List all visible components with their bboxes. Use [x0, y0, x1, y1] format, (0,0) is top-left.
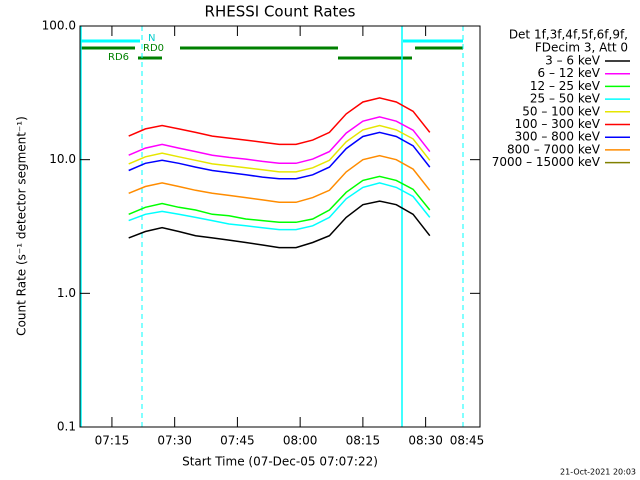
flag-lines	[80, 26, 464, 427]
legend-label: 800 – 7000 keV	[507, 142, 601, 156]
legend-label: 100 – 300 keV	[515, 117, 601, 131]
x-tick-label: 08:15	[346, 434, 381, 448]
y-axis-label: Count Rate (s⁻¹ detector segment⁻¹)	[15, 116, 29, 336]
series-line	[128, 124, 431, 173]
legend-label: 50 – 100 keV	[522, 104, 601, 118]
legend-label: 7000 – 15000 keV	[492, 155, 601, 169]
series-line	[128, 200, 431, 249]
legend-label: 6 – 12 keV	[538, 66, 601, 80]
x-tick-label: 07:45	[220, 434, 255, 448]
footer: 21-Oct-2021 20:03	[560, 468, 636, 477]
annotation: N	[148, 33, 155, 44]
x-axis-label: Start Time (07-Dec-05 07:07:22)	[182, 455, 378, 469]
legend-label: 300 – 800 keV	[515, 130, 601, 144]
y-tick-label: 100.0	[42, 19, 76, 33]
y-tick-label: 0.1	[57, 420, 76, 434]
x-tick-label: 08:45	[450, 434, 485, 448]
x-tick-label: 08:30	[408, 434, 443, 448]
series-line	[128, 97, 431, 146]
series-line	[128, 116, 431, 165]
y-tick-label: 1.0	[57, 286, 76, 300]
legend-label: 25 – 50 keV	[530, 92, 601, 106]
plot-frame	[79, 25, 481, 428]
chart-title: RHESSI Count Rates	[205, 3, 356, 21]
x-tick-label: 07:15	[95, 434, 130, 448]
legend-title: Det 1f,3f,4f,5f,6f,9f,	[509, 28, 628, 42]
series-line	[128, 182, 431, 231]
legend-label: 12 – 25 keV	[530, 79, 601, 93]
series-line	[128, 175, 431, 224]
legend-title: FDecim 3, Att 0	[535, 41, 628, 55]
y-tick-label: 10.0	[49, 152, 76, 166]
series-line	[128, 154, 431, 204]
annotation: RD6	[108, 52, 129, 63]
annotation: RD0	[143, 43, 164, 54]
legend-label: 3 – 6 keV	[545, 54, 601, 68]
x-tick-label: 07:30	[157, 434, 192, 448]
x-tick-label: 08:00	[283, 434, 318, 448]
series-line	[128, 131, 431, 180]
